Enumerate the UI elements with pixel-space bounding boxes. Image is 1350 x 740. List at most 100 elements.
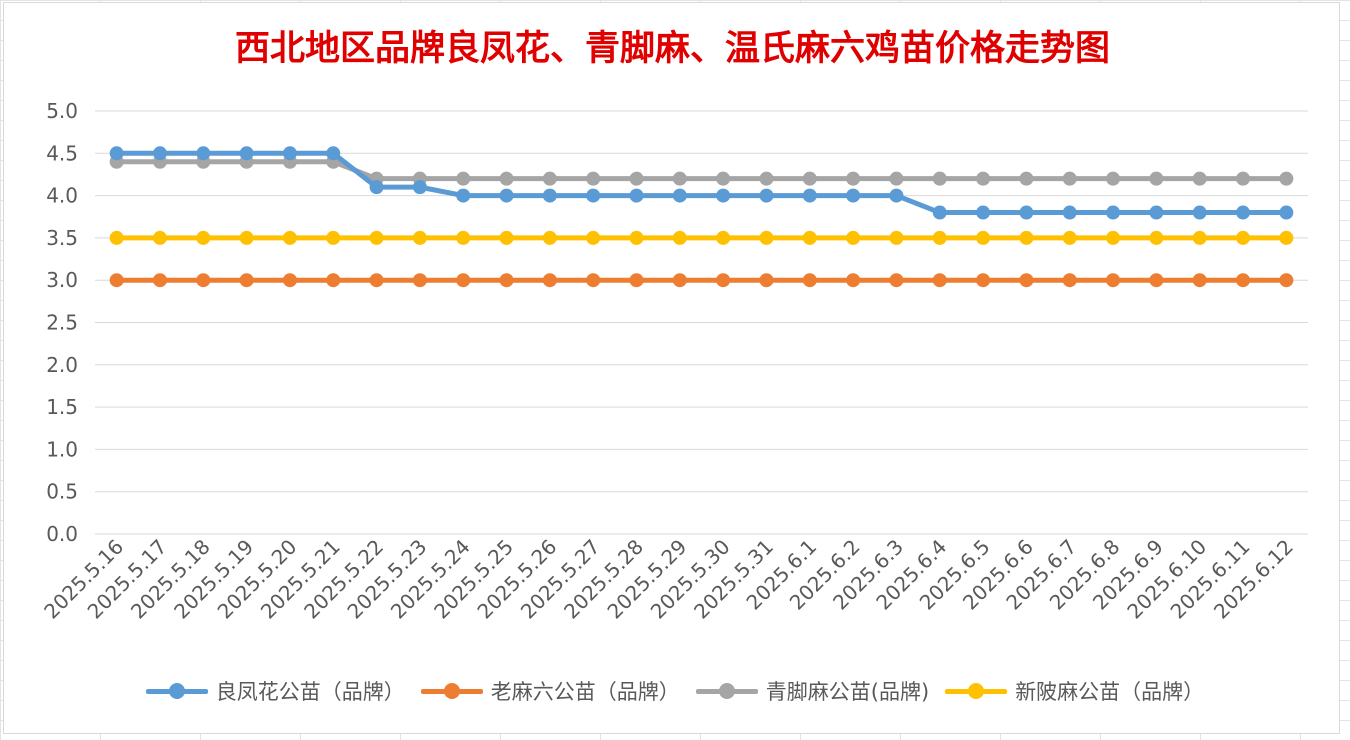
data-point [239, 146, 254, 161]
data-point [239, 230, 254, 245]
data-point [976, 171, 991, 186]
data-point [456, 273, 471, 288]
legend-label: 良凤花公苗（品牌） [215, 680, 405, 704]
data-point [1106, 205, 1121, 220]
data-point [1149, 230, 1164, 245]
data-point [542, 230, 557, 245]
data-point [1279, 171, 1294, 186]
data-point [889, 188, 904, 203]
data-point [109, 146, 124, 161]
data-point [196, 146, 211, 161]
data-point [369, 230, 384, 245]
y-tick-label: 4.5 [46, 141, 78, 165]
data-point [1149, 171, 1164, 186]
data-point [456, 188, 471, 203]
data-point [1062, 273, 1077, 288]
data-point [629, 171, 644, 186]
data-point [846, 171, 861, 186]
data-point [672, 273, 687, 288]
data-point [846, 188, 861, 203]
y-tick-label: 1.5 [46, 395, 78, 419]
data-point [1019, 205, 1034, 220]
data-point [326, 230, 341, 245]
legend-label: 老麻六公苗（品牌） [490, 680, 680, 704]
data-point [802, 171, 817, 186]
data-point [109, 273, 124, 288]
data-point [1019, 230, 1034, 245]
data-point [239, 273, 254, 288]
chart-area[interactable] [3, 2, 1340, 734]
data-point [586, 230, 601, 245]
y-tick-label: 1.0 [46, 437, 78, 461]
data-point [889, 171, 904, 186]
data-point [716, 230, 731, 245]
data-point [1192, 205, 1207, 220]
data-point [1106, 230, 1121, 245]
data-point [499, 273, 514, 288]
legend: 良凤花公苗（品牌） 老麻六公苗（品牌） 青脚麻公苗(品牌) 新陂麻公苗（品牌） [0, 676, 1350, 706]
legend-swatch [145, 683, 208, 699]
data-point [846, 273, 861, 288]
legend-swatch [420, 683, 483, 699]
y-tick-label: 5.0 [46, 99, 78, 123]
data-point [1062, 230, 1077, 245]
legend-item: 新陂麻公苗（品牌） [945, 676, 1204, 706]
legend-swatch [695, 683, 758, 699]
data-point [802, 230, 817, 245]
data-point [932, 273, 947, 288]
gridlines [95, 110, 1308, 535]
data-point [932, 205, 947, 220]
x-axis-tick-labels: 2025.5.162025.5.172025.5.182025.5.192025… [39, 535, 1298, 624]
data-point [802, 188, 817, 203]
data-point [672, 171, 687, 186]
series-2 [109, 273, 1294, 288]
data-point [369, 180, 384, 195]
data-point [1236, 171, 1251, 186]
data-point [976, 273, 991, 288]
series-line [114, 159, 1289, 182]
data-point [629, 273, 644, 288]
data-point [1236, 205, 1251, 220]
data-point [412, 230, 427, 245]
data-point [716, 273, 731, 288]
data-point [326, 273, 341, 288]
data-point [1192, 273, 1207, 288]
y-tick-label: 4.0 [46, 184, 78, 208]
data-point [1019, 273, 1034, 288]
legend-item: 老麻六公苗（品牌） [420, 676, 680, 706]
data-point [1279, 230, 1294, 245]
chart-title: 西北地区品牌良凤花、青脚麻、温氏麻六鸡苗价格走势图 [234, 28, 1110, 69]
legend-item: 青脚麻公苗(品牌) [695, 676, 929, 706]
data-point [1149, 205, 1164, 220]
data-point [759, 171, 774, 186]
data-point [542, 273, 557, 288]
data-point [759, 273, 774, 288]
series-lines [109, 146, 1294, 288]
data-point [629, 188, 644, 203]
series-4 [109, 230, 1294, 245]
data-point [1019, 171, 1034, 186]
data-point [542, 171, 557, 186]
data-point [586, 273, 601, 288]
data-point [716, 188, 731, 203]
data-point [499, 171, 514, 186]
y-tick-label: 0.0 [46, 522, 78, 546]
data-point [976, 205, 991, 220]
data-point [326, 146, 341, 161]
data-point [1106, 171, 1121, 186]
y-tick-label: 2.0 [46, 353, 78, 377]
data-point [282, 146, 297, 161]
series-3 [109, 154, 1294, 186]
data-point [1236, 273, 1251, 288]
data-point [759, 230, 774, 245]
data-point [109, 230, 124, 245]
data-point [846, 230, 861, 245]
data-point [152, 273, 167, 288]
data-point [456, 230, 471, 245]
data-point [1062, 171, 1077, 186]
data-point [412, 180, 427, 195]
data-point [456, 171, 471, 186]
data-point [932, 230, 947, 245]
data-point [1149, 273, 1164, 288]
series-1 [109, 146, 1294, 220]
